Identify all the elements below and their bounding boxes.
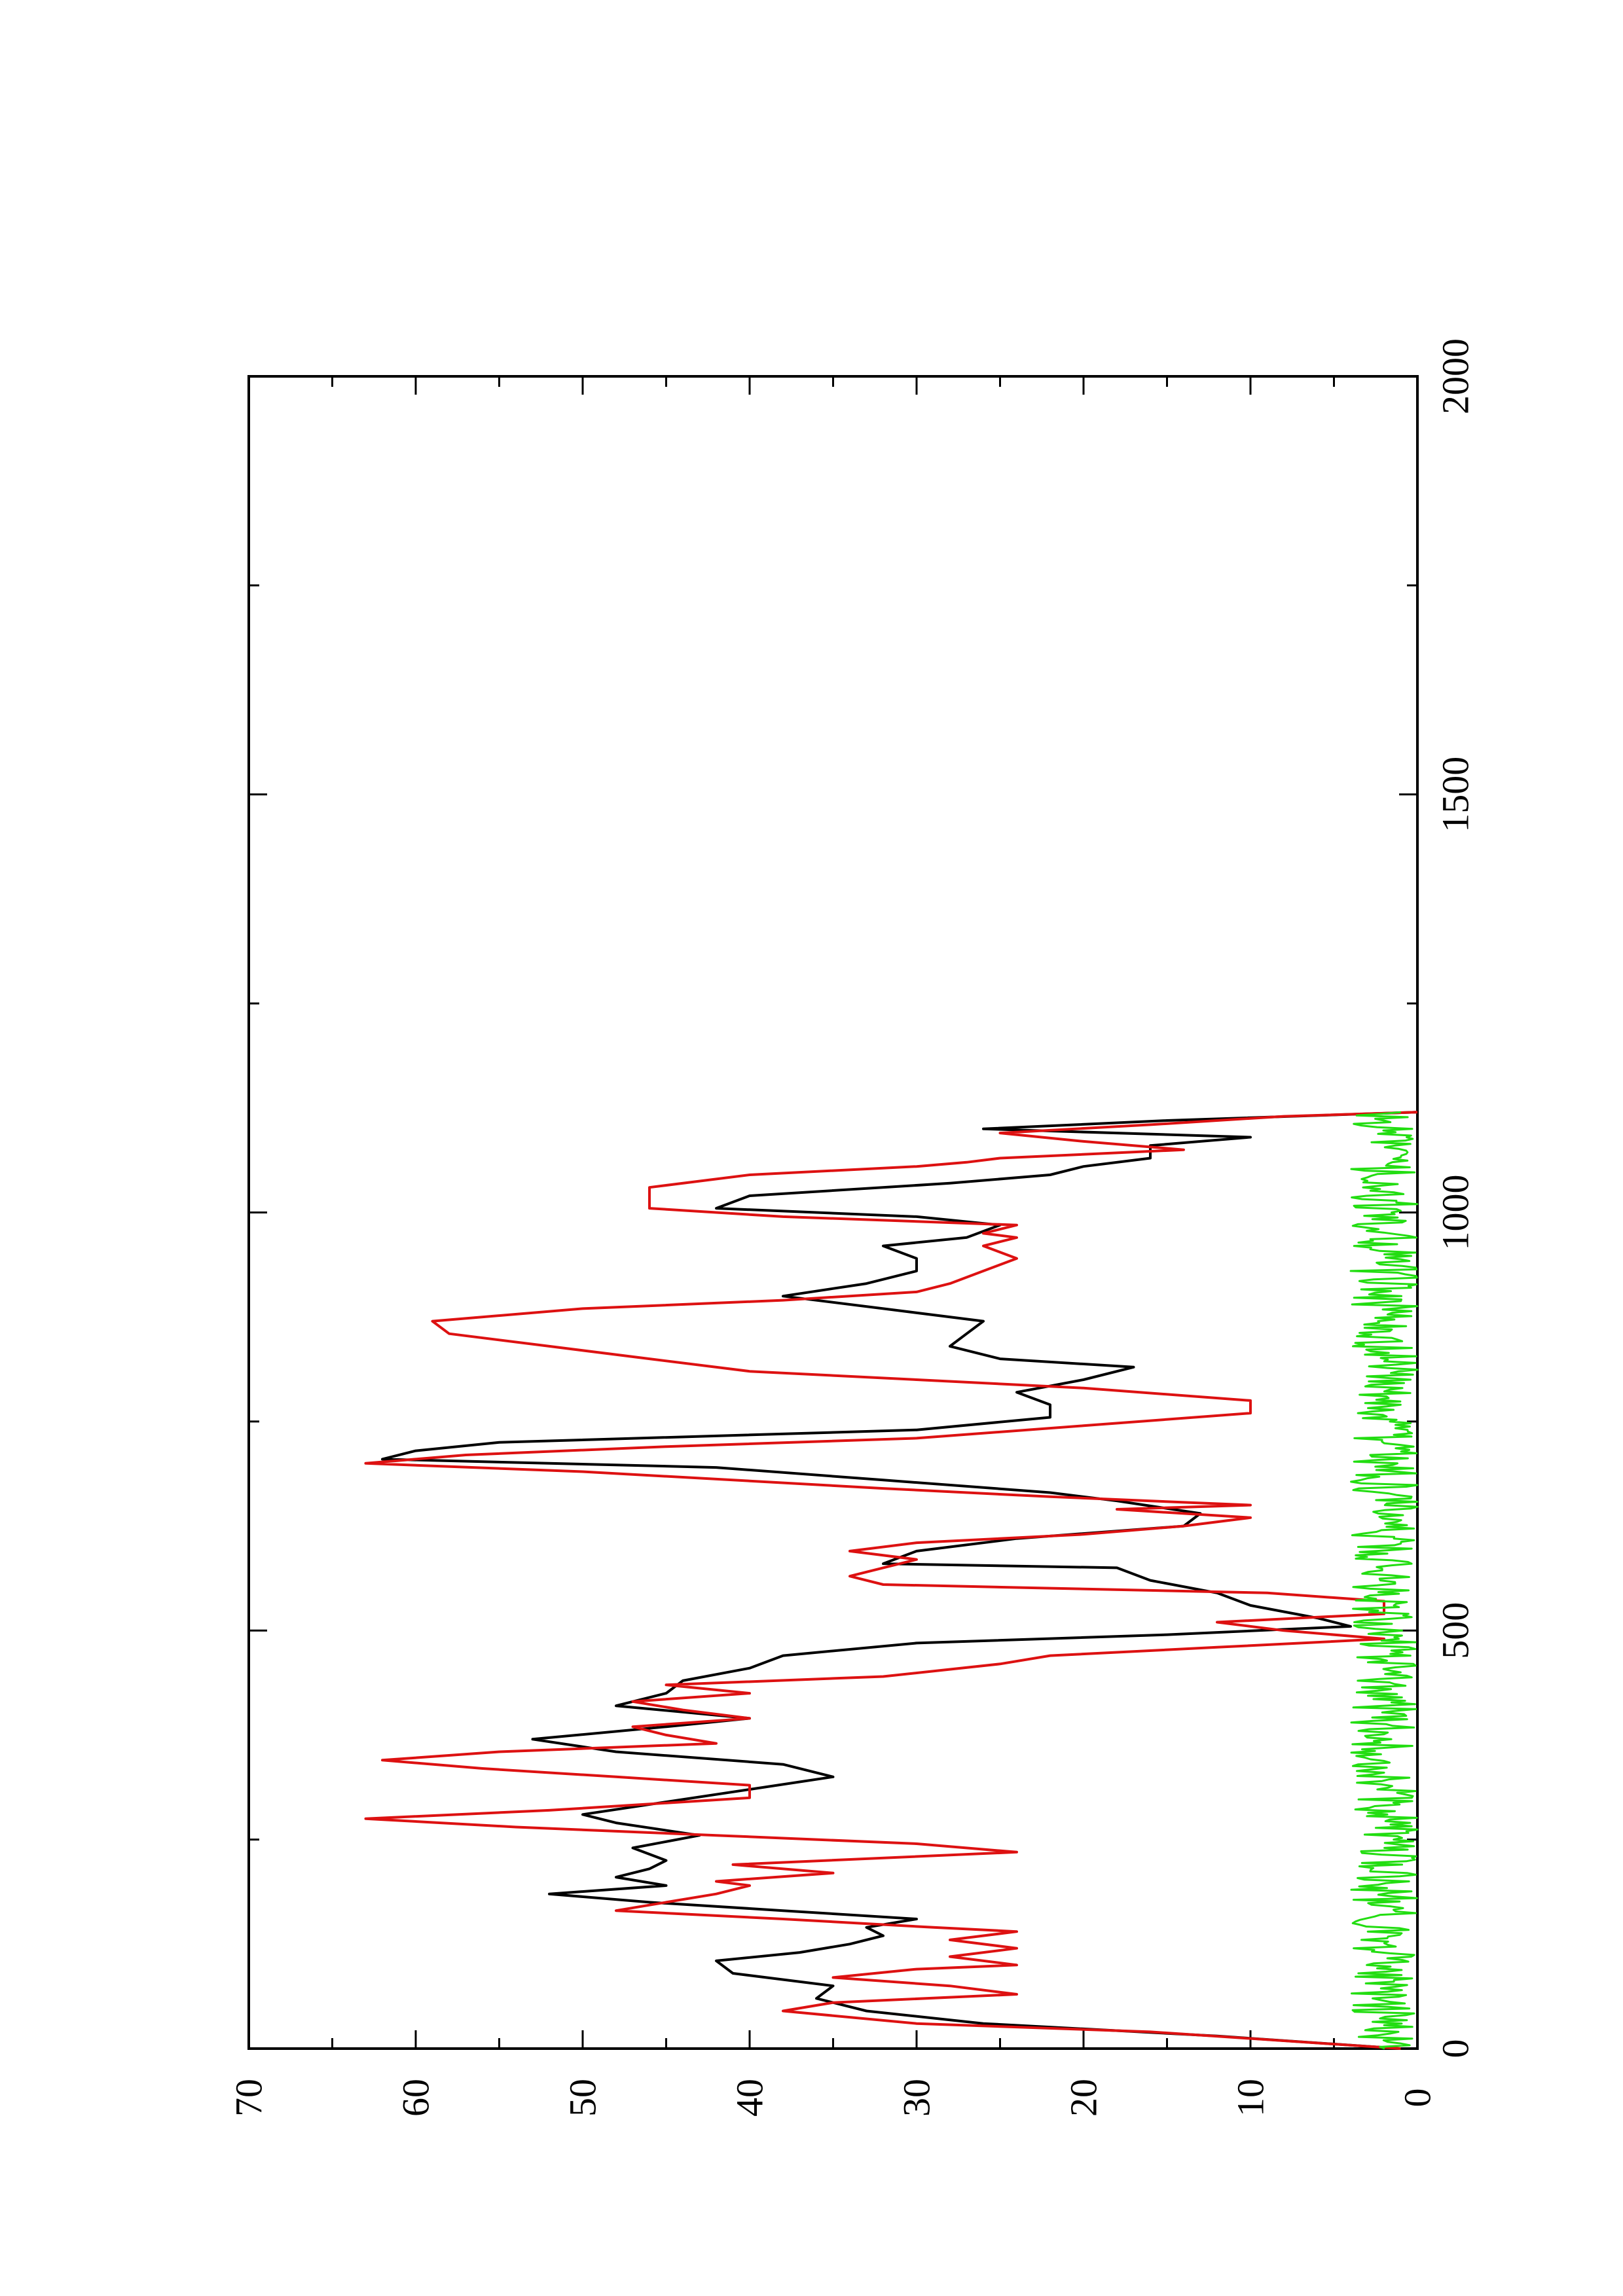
y-tick-label: 70	[228, 2079, 270, 2117]
red-series-line	[364, 1111, 1418, 2050]
x-tick-label: 2000	[1434, 338, 1477, 414]
x-tick-label: 500	[1434, 1602, 1477, 1659]
x-tick-label: 0	[1434, 2039, 1477, 2058]
x-tick-label: 1500	[1434, 757, 1477, 833]
plot-area: 0 500 1000 1500 2000 0 10 20 30 40 50 60 70	[228, 338, 1477, 2117]
black-series-line	[381, 1111, 1418, 2050]
y-tick-label: 30	[896, 2079, 938, 2117]
y-tick-label: 0	[1396, 2089, 1439, 2108]
y-tick-label: 10	[1230, 2079, 1272, 2117]
y-tick-label: 50	[562, 2079, 604, 2117]
x-tick-label: 1000	[1434, 1175, 1477, 1251]
y-tick-label: 40	[729, 2079, 771, 2117]
y-tick-label: 20	[1063, 2079, 1105, 2117]
green-series-line	[1349, 1111, 1419, 2050]
y-tick-label: 60	[395, 2079, 437, 2117]
